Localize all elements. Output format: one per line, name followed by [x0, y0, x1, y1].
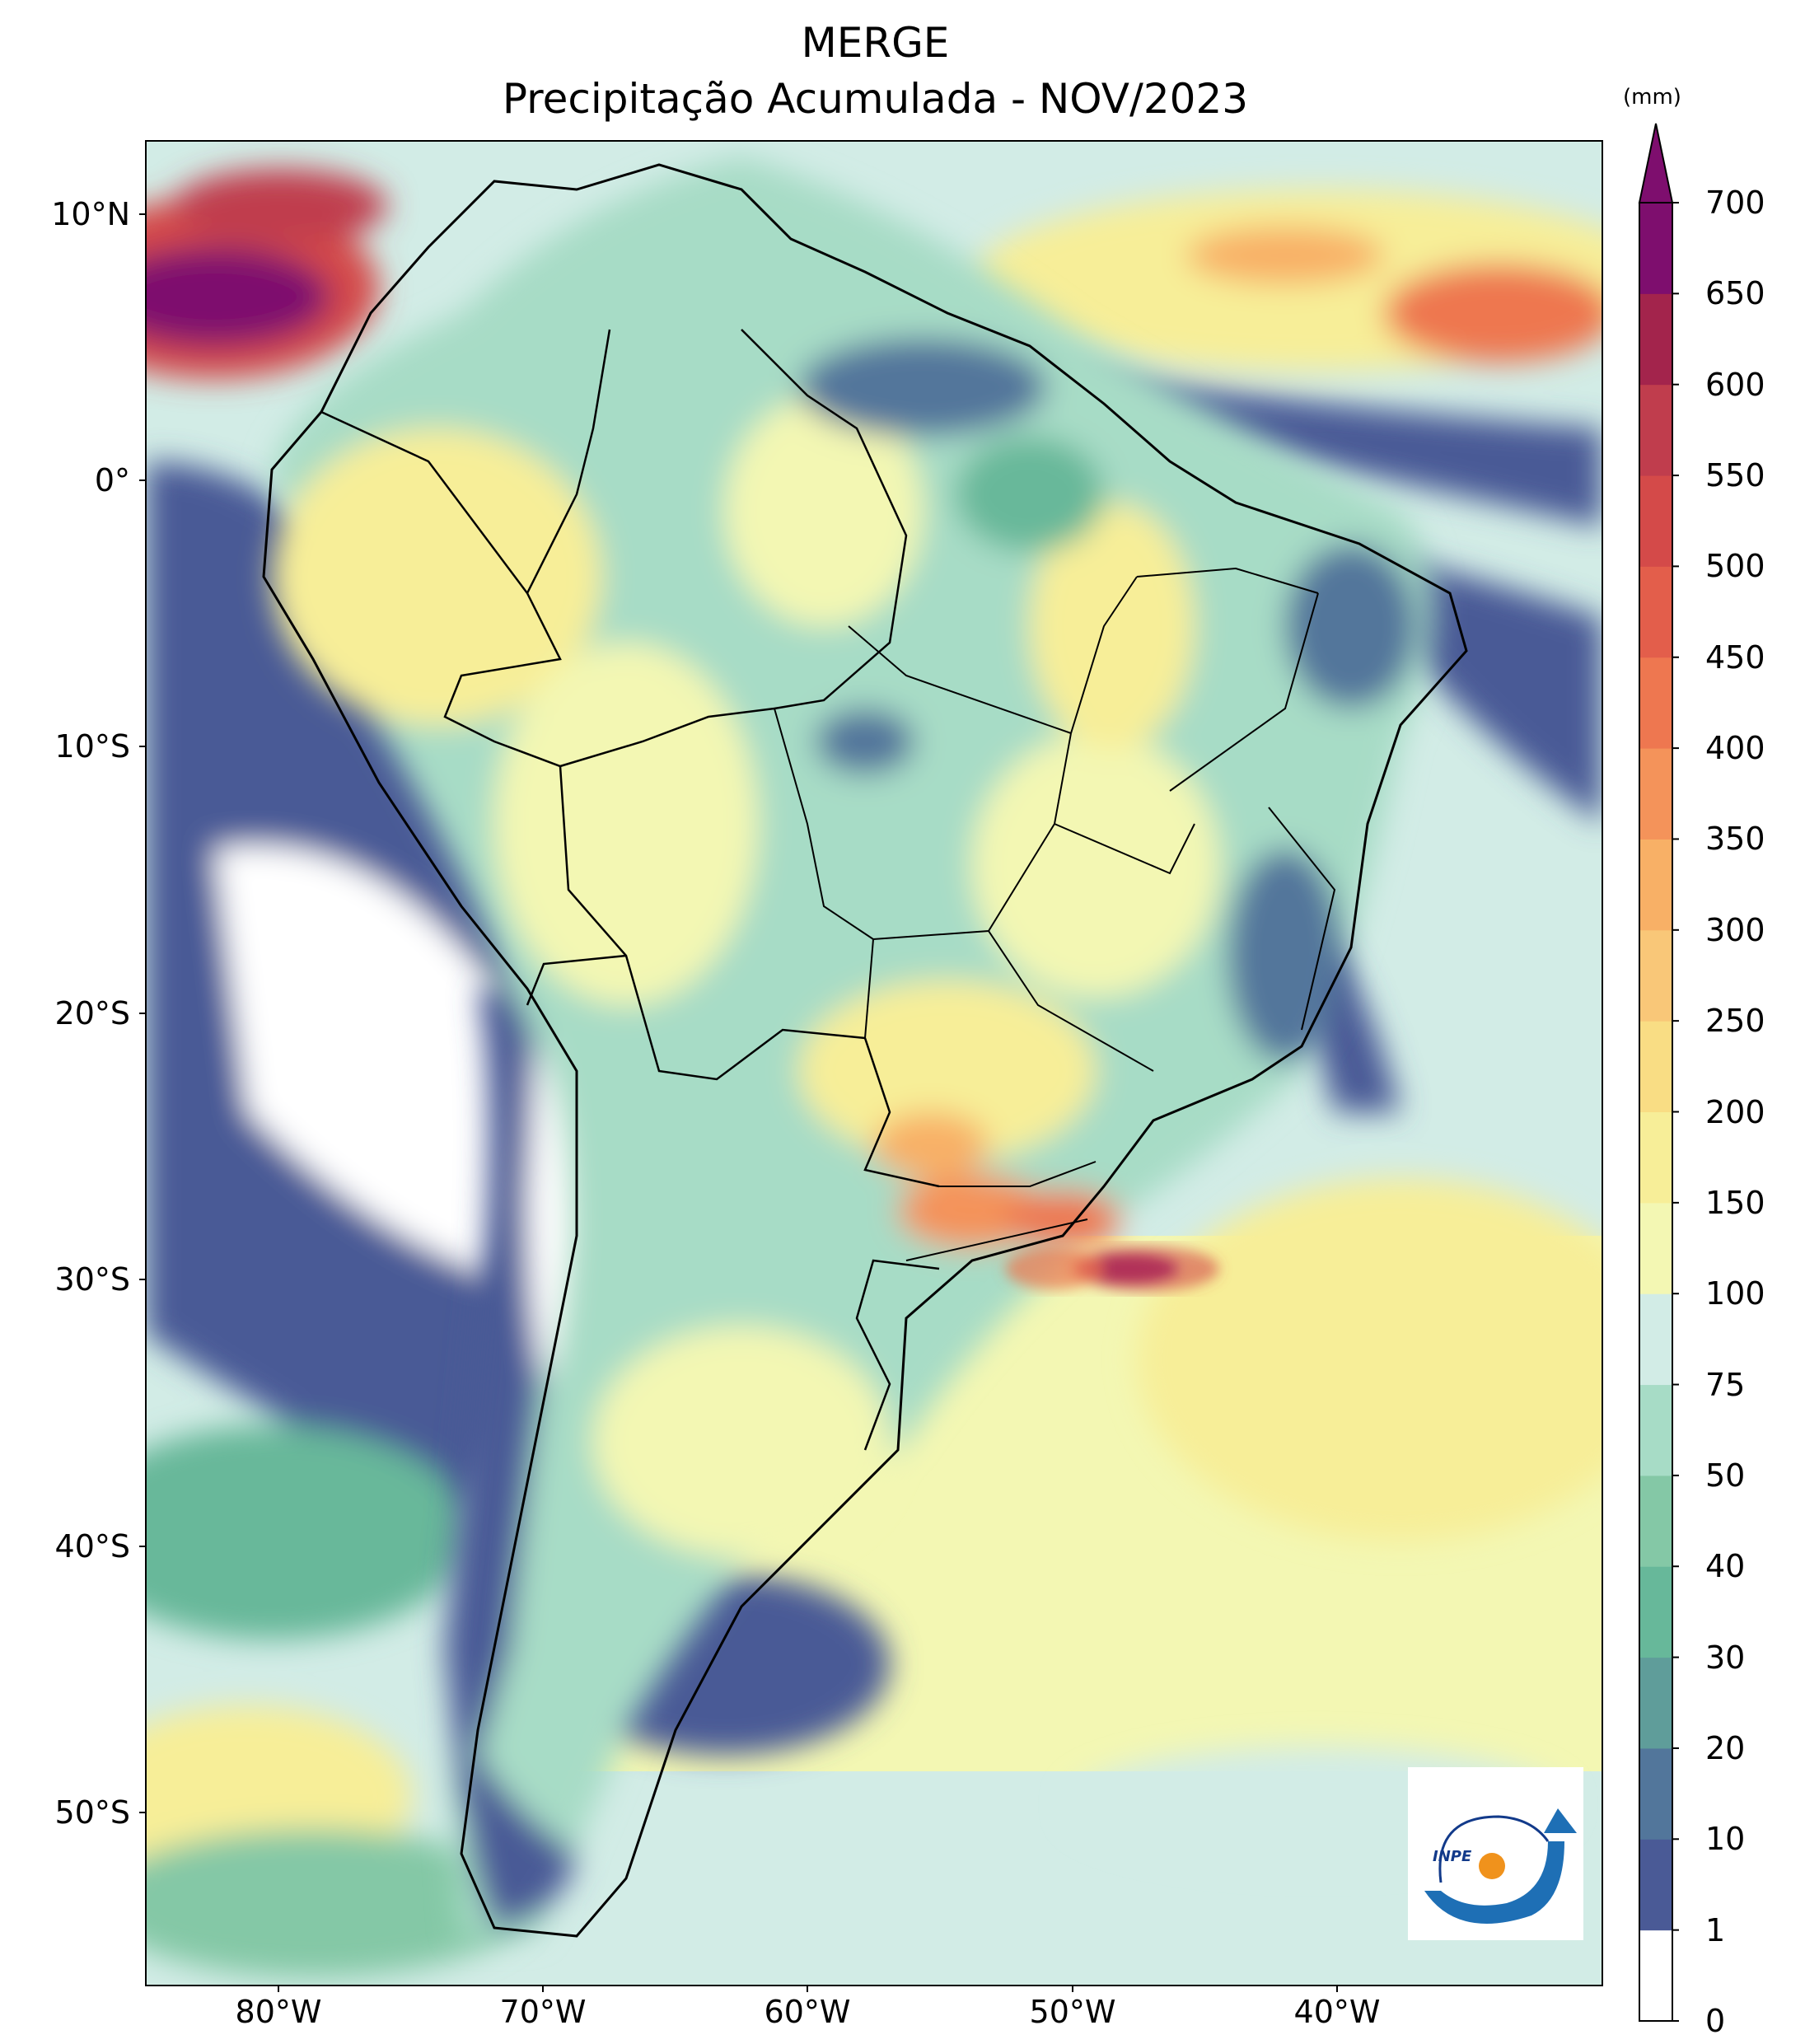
state-borders: [774, 567, 1336, 1261]
colorbar-tick-label: 100: [1705, 1275, 1765, 1312]
colorbar-tick-label: 700: [1705, 185, 1765, 221]
precipitation-field: [146, 141, 1602, 1986]
colorbar-tick-label: 75: [1705, 1366, 1746, 1403]
colorbar-segment: [1639, 839, 1672, 931]
colorbar-tick-label: 50: [1705, 1457, 1746, 1494]
lat-label: 0°: [94, 462, 130, 498]
colorbar-tick-label: 20: [1705, 1729, 1746, 1766]
colorbar-segment: [1639, 203, 1672, 294]
colorbar: [1638, 123, 1679, 2022]
colorbar-tick-label: 550: [1705, 457, 1765, 494]
colorbar-tick-label: 1: [1705, 1911, 1726, 1948]
lon-label: 60°W: [764, 1994, 851, 2030]
colorbar-tick-label: 200: [1705, 1093, 1765, 1130]
inpe-logo-text: INPE: [1433, 1848, 1472, 1865]
colorbar-tick-label: 30: [1705, 1639, 1746, 1676]
lon-label: 80°W: [235, 1994, 322, 2030]
colorbar-tick-label: 350: [1705, 821, 1765, 858]
colorbar-tick-label: 600: [1705, 366, 1765, 403]
colorbar-segment: [1639, 384, 1672, 476]
lon-label: 50°W: [1029, 1994, 1116, 2030]
colorbar-segment: [1639, 1839, 1672, 1931]
colorbar-segment: [1639, 1929, 1672, 2022]
colorbar-extend-arrow: [1638, 123, 1674, 203]
colorbar-tick-label: 500: [1705, 548, 1765, 585]
lon-label: 70°W: [499, 1994, 587, 2030]
colorbar-segment: [1639, 1475, 1672, 1567]
country-borders: [320, 329, 940, 1451]
colorbar-tick-label: 0: [1705, 2003, 1726, 2039]
colorbar-segment: [1639, 1384, 1672, 1476]
lat-label: 50°S: [54, 1794, 130, 1831]
colorbar-segment: [1639, 1747, 1672, 1840]
colorbar-tick-label: 650: [1705, 275, 1765, 312]
colorbar-segment: [1639, 566, 1672, 658]
colorbar-segment: [1639, 1021, 1672, 1112]
colorbar-tick-label: 400: [1705, 730, 1765, 767]
colorbar-segment: [1639, 1202, 1672, 1294]
coastline: [262, 163, 1468, 1938]
lat-label: 30°S: [54, 1261, 130, 1298]
colorbar-units: (mm): [1623, 85, 1681, 110]
colorbar-segment: [1639, 1293, 1672, 1386]
colorbar-segment: [1639, 1566, 1672, 1658]
colorbar-segment: [1639, 748, 1672, 840]
colorbar-tick-label: 40: [1705, 1548, 1746, 1585]
colorbar-tick-label: 300: [1705, 911, 1765, 948]
inpe-logo-icon: [1424, 1808, 1577, 1924]
colorbar-tick-label: 150: [1705, 1184, 1765, 1221]
colorbar-tick-label: 10: [1705, 1821, 1746, 1858]
colorbar-tick-label: 250: [1705, 1003, 1765, 1040]
colorbar-tick-label: 450: [1705, 638, 1765, 676]
colorbar-segment: [1639, 293, 1672, 386]
colorbar-segment: [1639, 1657, 1672, 1749]
lon-label: 40°W: [1293, 1994, 1381, 2030]
inpe-logo: INPE: [1408, 1767, 1583, 1940]
colorbar-segment: [1639, 929, 1672, 1022]
map-frame: [145, 140, 1603, 1986]
lat-label: 20°S: [54, 995, 130, 1031]
colorbar-segment: [1639, 475, 1672, 567]
lat-label: 40°S: [54, 1528, 130, 1565]
map-subtitle: Precipitação Acumulada - NOV/2023: [502, 75, 1249, 123]
colorbar-segment: [1639, 657, 1672, 749]
map-title: MERGE: [801, 19, 950, 67]
lat-label: 10°N: [51, 196, 130, 232]
colorbar-segment: [1639, 1111, 1672, 1204]
lat-label: 10°S: [54, 728, 130, 765]
axis-ticks: [139, 213, 1338, 1992]
